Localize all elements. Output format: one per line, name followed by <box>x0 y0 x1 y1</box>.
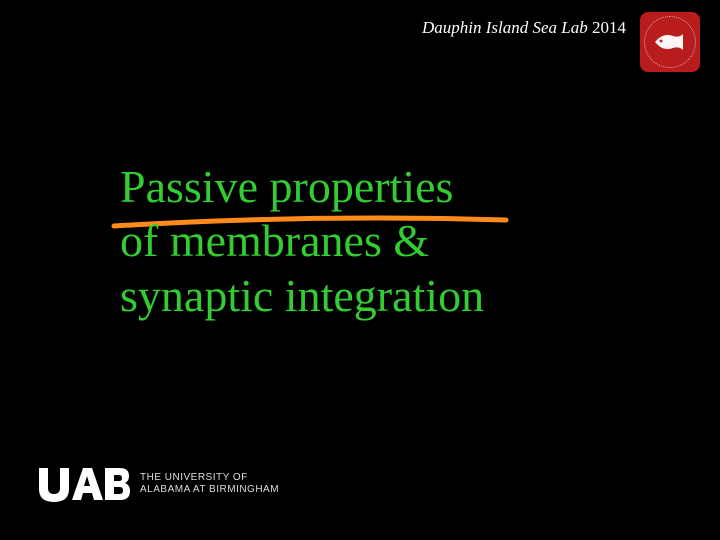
disl-badge <box>640 12 700 72</box>
header: Dauphin Island Sea Lab 2014 <box>0 12 720 72</box>
header-org: Dauphin Island Sea Lab <box>422 18 588 37</box>
header-text: Dauphin Island Sea Lab 2014 <box>422 18 626 38</box>
title-line-1: Passive properties <box>120 161 453 212</box>
header-year: 2014 <box>588 18 626 37</box>
uab-text-line-2: ALABAMA AT BIRMINGHAM <box>140 484 279 497</box>
slide-title: Passive properties of membranes & synapt… <box>120 160 640 323</box>
fish-icon <box>653 30 687 54</box>
title-block: Passive properties of membranes & synapt… <box>120 160 640 323</box>
uab-mark-icon <box>38 466 130 502</box>
title-line-2: of membranes & <box>120 215 429 266</box>
uab-text: THE UNIVERSITY OF ALABAMA AT BIRMINGHAM <box>140 472 279 497</box>
footer-logo: THE UNIVERSITY OF ALABAMA AT BIRMINGHAM <box>38 466 279 502</box>
title-line-3: synaptic integration <box>120 270 484 321</box>
uab-text-line-1: THE UNIVERSITY OF <box>140 472 279 485</box>
